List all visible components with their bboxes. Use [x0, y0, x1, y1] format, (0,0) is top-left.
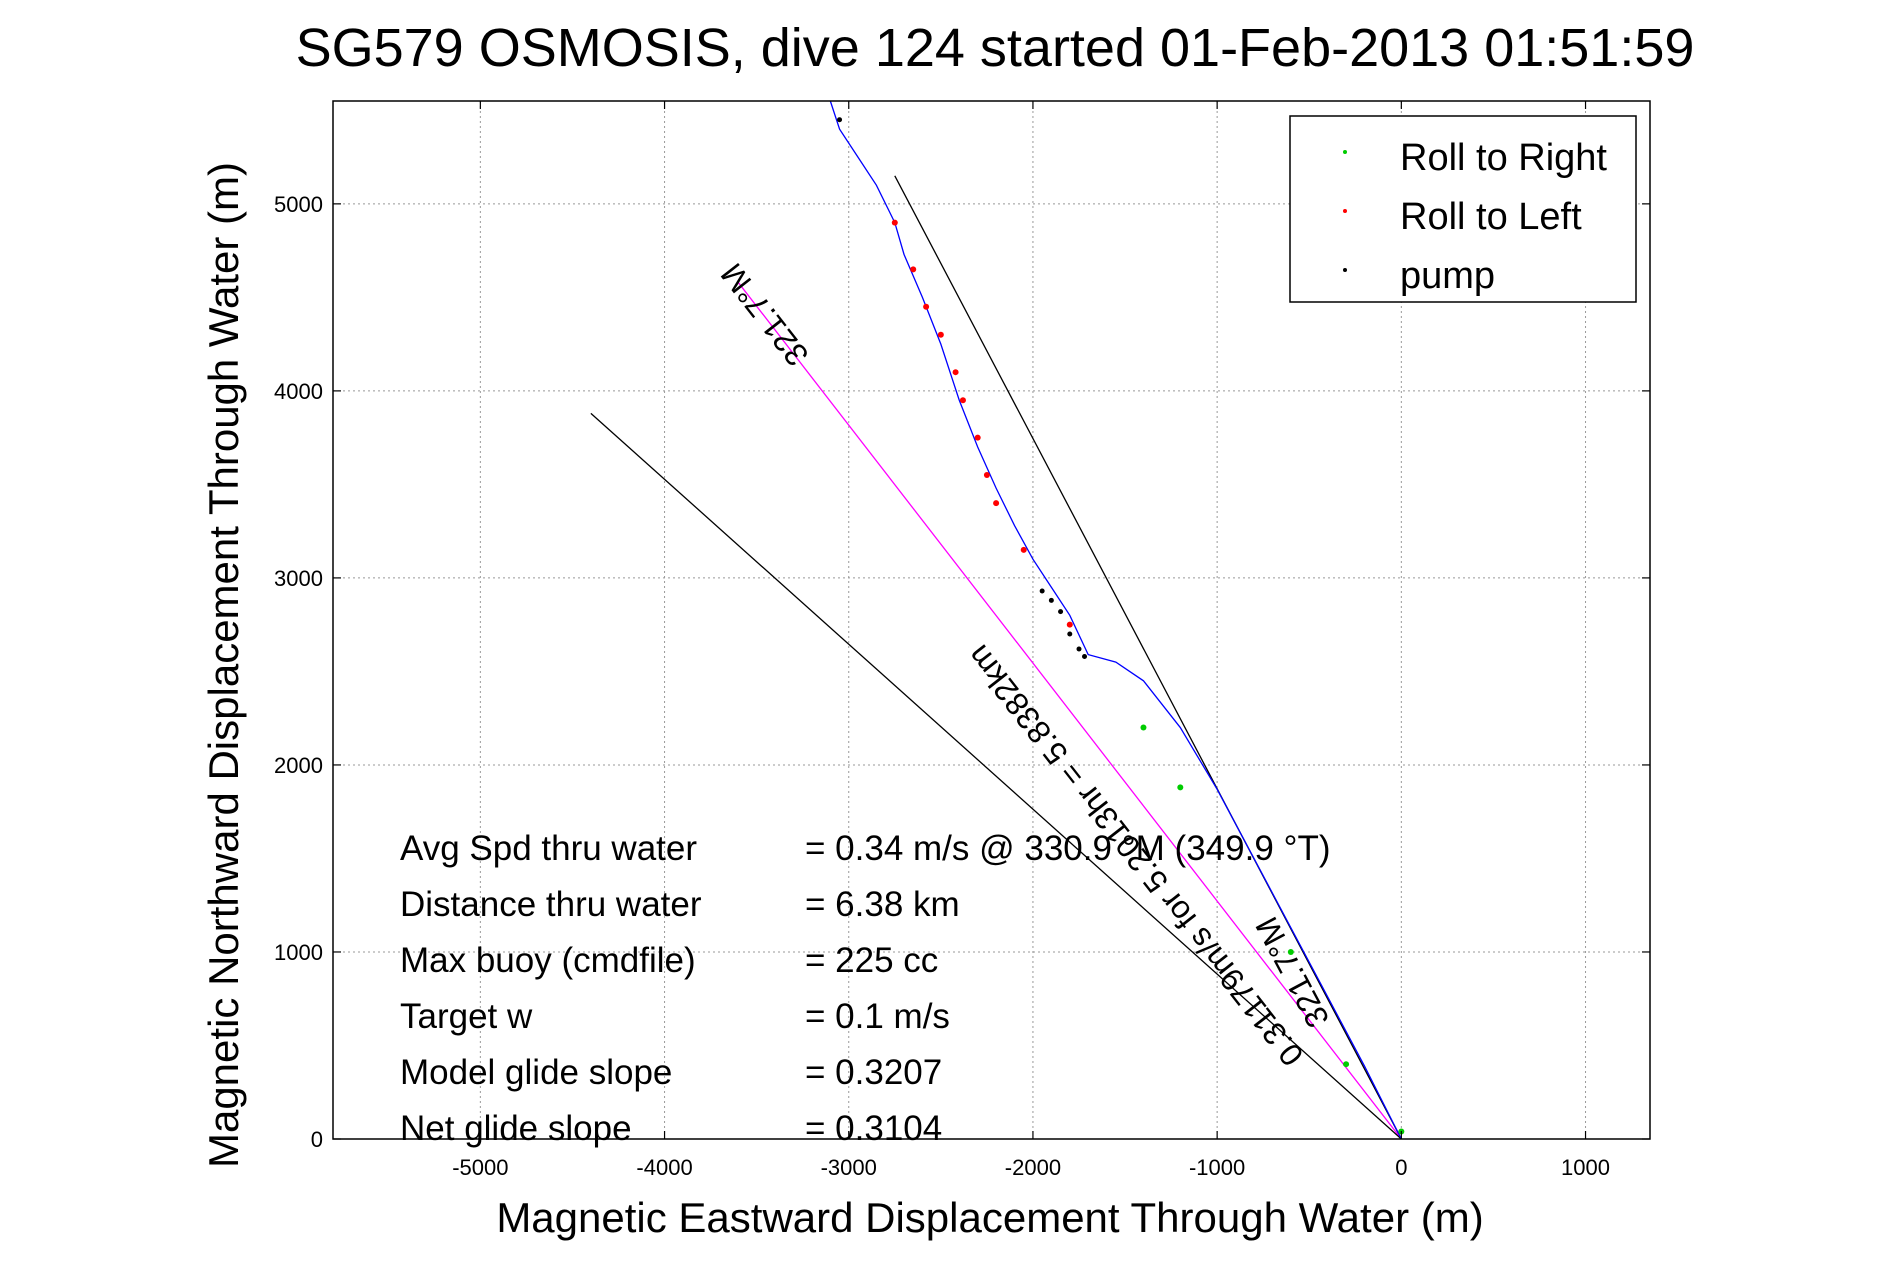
stat-value: = 225 cc	[805, 941, 938, 980]
pump-point	[837, 117, 843, 123]
reference-line-course	[737, 282, 1402, 1140]
x-tick-label: 1000	[1561, 1155, 1610, 1180]
pump-point	[1048, 597, 1054, 603]
stat-label: Net glide slope	[400, 1109, 632, 1148]
x-axis-label: Magnetic Eastward Displacement Through W…	[496, 1194, 1483, 1241]
y-tick-label: 1000	[274, 940, 323, 965]
roll-left-point	[923, 303, 930, 310]
stat-label: Model glide slope	[400, 1053, 672, 1092]
chart-title: SG579 OSMOSIS, dive 124 started 01-Feb-2…	[296, 18, 1695, 78]
legend-marker-roll-right	[1343, 150, 1347, 154]
roll-right-point	[1287, 948, 1294, 955]
reference-line-current	[590, 412, 1402, 1140]
roll-left-point	[952, 369, 959, 376]
stat-label: Target w	[400, 997, 533, 1036]
pump-point	[1058, 609, 1064, 615]
legend-box	[1289, 115, 1637, 303]
y-axis-label: Magnetic Northward Displacement Through …	[200, 162, 247, 1168]
stat-value: = 6.38 km	[805, 885, 960, 924]
stat-label: Distance thru water	[400, 885, 702, 924]
x-axis-ticks: -5000 -4000 -3000 -2000 -1000 0 1000	[452, 101, 1610, 1180]
x-tick-label: -1000	[1189, 1155, 1245, 1180]
roll-left-point	[891, 219, 898, 226]
y-tick-label: 4000	[274, 379, 323, 404]
roll-left-point	[937, 331, 944, 338]
stat-value: = 0.3104	[805, 1109, 942, 1148]
roll-left-point	[974, 434, 981, 441]
plot-area-border	[332, 100, 1651, 1140]
stat-value: = 0.34 m/s @ 330.9 °M (349.9 °T)	[805, 829, 1331, 868]
roll-right-point	[1140, 724, 1147, 731]
y-tick-label: 0	[311, 1127, 323, 1152]
legend-label-pump: pump	[1400, 255, 1495, 297]
legend-marker-pump	[1343, 268, 1347, 272]
grid-lines	[333, 101, 1650, 1140]
roll-left-point	[993, 500, 1000, 507]
x-tick-label: -5000	[452, 1155, 508, 1180]
stat-value: = 0.1 m/s	[805, 997, 950, 1036]
y-axis-ticks: 0 1000 2000 3000 4000 5000	[274, 192, 1650, 1152]
y-tick-label: 2000	[274, 753, 323, 778]
legend: Roll to Right Roll to Left pump	[1289, 115, 1637, 303]
reference-lines	[590, 175, 1402, 1140]
roll-left-point	[983, 472, 990, 479]
roll-left-point	[910, 266, 917, 273]
roll-left-point	[1066, 621, 1073, 628]
y-tick-label: 3000	[274, 566, 323, 591]
y-tick-label: 5000	[274, 192, 323, 217]
legend-label-roll-left: Roll to Left	[1400, 196, 1582, 238]
stats-block: Avg Spd thru water = 0.34 m/s @ 330.9 °M…	[400, 829, 1331, 1148]
pump-point	[1082, 653, 1088, 659]
stat-value: = 0.3207	[805, 1053, 942, 1092]
x-tick-label: -3000	[821, 1155, 877, 1180]
x-tick-label: -2000	[1005, 1155, 1061, 1180]
pump-point	[1067, 631, 1073, 637]
marker-points	[837, 117, 1405, 1135]
roll-left-point	[959, 397, 966, 404]
roll-right-point	[1177, 784, 1184, 791]
reference-line-heading	[894, 175, 1402, 1140]
stat-label: Avg Spd thru water	[400, 829, 697, 868]
x-tick-label: 0	[1395, 1155, 1407, 1180]
legend-marker-roll-left	[1343, 209, 1347, 213]
stat-label: Max buoy (cmdfile)	[400, 941, 696, 980]
roll-right-point	[1343, 1061, 1350, 1068]
pump-point	[1076, 646, 1082, 652]
legend-label-roll-right: Roll to Right	[1400, 137, 1607, 179]
pump-point	[1039, 588, 1045, 594]
roll-left-point	[1020, 546, 1027, 553]
x-tick-label: -4000	[636, 1155, 692, 1180]
